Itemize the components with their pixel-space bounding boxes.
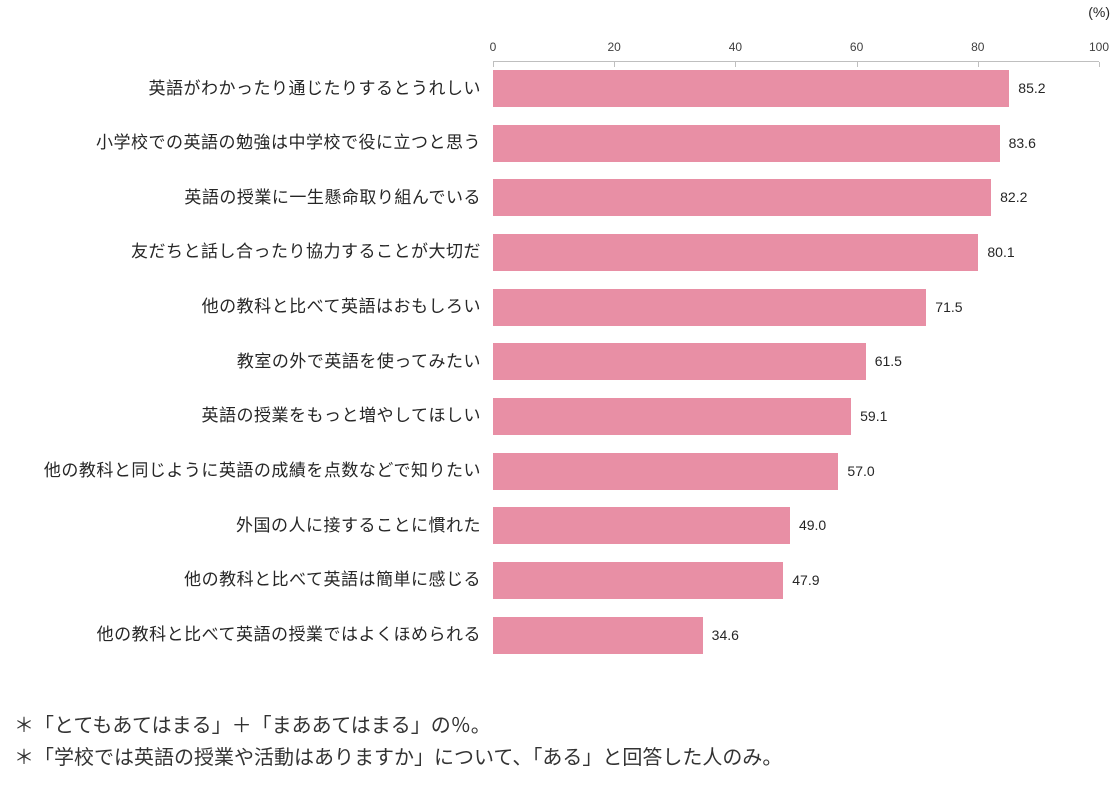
value-label: 71.5 xyxy=(935,298,963,315)
bar xyxy=(493,397,852,435)
category-label: 英語の授業をもっと増やしてほしい xyxy=(201,406,481,426)
category-label: 外国の人に接することに慣れた xyxy=(236,515,481,535)
x-axis-tick xyxy=(1099,62,1100,67)
bar xyxy=(493,561,784,599)
x-axis-tick-label: 60 xyxy=(849,40,864,54)
bar xyxy=(493,288,927,326)
bar xyxy=(493,70,1010,107)
value-label: 47.9 xyxy=(792,571,820,588)
value-label: 34.6 xyxy=(711,626,739,643)
x-axis-tick xyxy=(493,62,494,67)
x-axis-tick xyxy=(735,62,737,67)
value-label: 61.5 xyxy=(874,353,902,370)
category-label: 他の教科と比べて英語の授業ではよくほめられる xyxy=(96,625,481,644)
x-axis-tick-label: 80 xyxy=(971,40,985,54)
footnotes: ＊「とてもあてはまる」＋「まああてはまる」の％。 ＊「学校では英語の授業や活動は… xyxy=(14,710,782,774)
value-label: 83.6 xyxy=(1008,134,1036,151)
bar xyxy=(493,452,839,490)
footnote-line-2: ＊「学校では英語の授業や活動はありますか」について、「ある」と回答した人のみ。 xyxy=(14,747,783,769)
category-label: 英語がわかったり通じたりするとうれしい xyxy=(148,78,481,98)
x-axis-tick xyxy=(614,62,616,67)
x-axis-tick-label: 40 xyxy=(728,40,743,54)
value-label: 59.1 xyxy=(860,407,888,424)
value-label: 82.2 xyxy=(1000,189,1028,206)
category-label: 他の教科と比べて英語は簡単に感じる xyxy=(184,570,481,590)
bar xyxy=(493,124,1000,162)
axis-unit-label: (%) xyxy=(1088,4,1110,20)
x-axis-tick xyxy=(977,62,979,67)
category-label: 教室の外で英語を使ってみたい xyxy=(236,351,481,371)
value-label: 85.2 xyxy=(1018,80,1046,96)
value-label: 57.0 xyxy=(847,462,875,479)
category-label: 小学校での英語の勉強は中学校で役に立つと思う xyxy=(96,133,481,153)
bar xyxy=(493,507,790,545)
footnote-line-1: ＊「とてもあてはまる」＋「まああてはまる」の％。 xyxy=(14,715,491,737)
bar xyxy=(493,179,992,217)
bar xyxy=(493,343,866,381)
x-axis: 0 20 40 60 80 100 xyxy=(490,40,1109,67)
x-axis-tick-label: 0 xyxy=(489,40,497,54)
bar xyxy=(493,616,703,654)
x-axis-tick xyxy=(856,62,858,67)
category-label: 英語の授業に一生懸命取り組んでいる xyxy=(184,187,481,207)
bar xyxy=(493,233,979,271)
value-label: 49.0 xyxy=(798,517,827,534)
x-axis-tick-label: 20 xyxy=(607,40,621,54)
category-label: 他の教科と同じように英語の成績を点数などで知りたい xyxy=(43,461,481,481)
value-label: 80.1 xyxy=(987,243,1015,260)
category-label: 他の教科と比べて英語はおもしろい xyxy=(201,297,481,317)
x-axis-tick-label: 100 xyxy=(1088,40,1110,54)
category-label: 友だちと話し合ったり協力することが大切だ xyxy=(131,242,481,262)
